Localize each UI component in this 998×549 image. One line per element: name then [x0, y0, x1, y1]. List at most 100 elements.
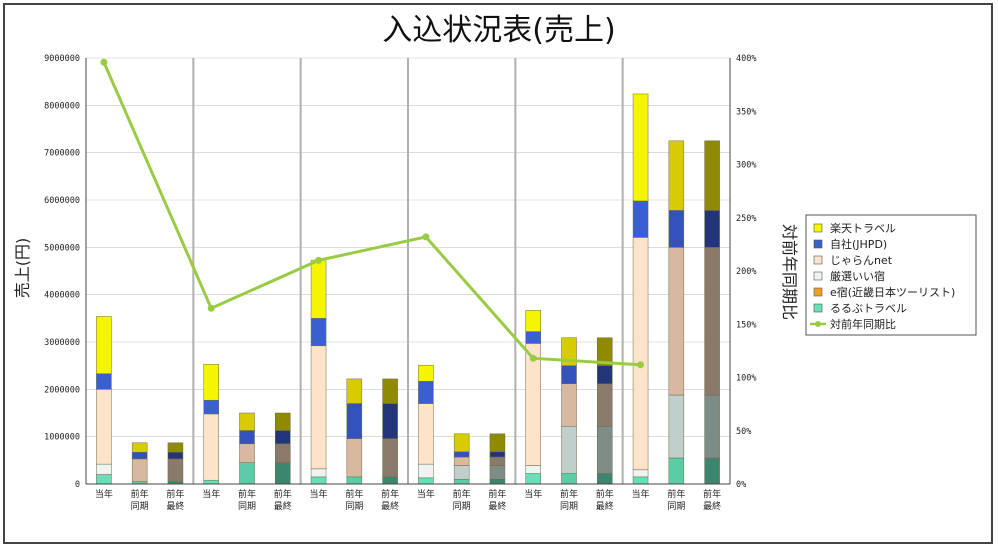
- bar-segment: [167, 458, 184, 482]
- bar-segment: [668, 210, 685, 248]
- category-label: 最終: [274, 500, 292, 512]
- category-label: 前年: [238, 488, 256, 500]
- bar-segment: [597, 365, 613, 384]
- y2-tick-label: 200%: [736, 267, 756, 277]
- legend-entry: 自社(JHPD): [830, 237, 887, 251]
- y-tick-label: 4000000: [44, 291, 80, 301]
- bar-segment: [203, 413, 219, 481]
- y-tick-label: 7000000: [44, 149, 80, 159]
- bar-segment: [704, 457, 720, 485]
- bar-segment: [704, 394, 720, 459]
- category-label: 同期: [667, 501, 685, 512]
- category-label: 当年: [202, 488, 220, 500]
- bar-segment: [203, 399, 219, 415]
- bar-segment: [239, 462, 255, 485]
- legend-entry: 対前年同期比: [830, 317, 896, 331]
- legend-swatch: [813, 303, 823, 313]
- axes: [85, 58, 731, 485]
- bar-segment: [453, 451, 470, 458]
- y-tick-label: 6000000: [44, 196, 80, 206]
- bar-segment: [310, 318, 327, 347]
- bar-segment: [310, 259, 327, 319]
- y2-tick-label: 50%: [736, 427, 751, 437]
- y2-tick-label: 350%: [736, 107, 756, 117]
- category-label: 同期: [131, 501, 149, 512]
- bar-segment: [346, 403, 363, 439]
- category-label: 前年: [345, 488, 363, 500]
- bar-segment: [239, 443, 255, 463]
- category-label: 当年: [310, 488, 328, 500]
- ratio-point: [100, 58, 108, 66]
- bar-segment: [382, 438, 398, 478]
- bar-segment: [310, 345, 327, 470]
- bar-segment: [346, 476, 363, 485]
- bar-segment: [239, 412, 255, 431]
- bar-segment: [310, 476, 327, 485]
- bar-segment: [632, 476, 649, 485]
- bar-segment: [131, 452, 148, 460]
- bar-segment: [275, 443, 291, 463]
- category-label: 前年: [166, 488, 184, 500]
- category-label: 前年: [596, 488, 614, 500]
- legend-entry: 楽天トラベル: [830, 222, 896, 235]
- bar-segment: [668, 457, 685, 485]
- legend-swatch: [813, 239, 823, 249]
- bar-segment: [704, 210, 720, 248]
- legend-entry: 厳選いい宿: [830, 269, 885, 283]
- bar-segment: [346, 378, 363, 404]
- category-label: 当年: [95, 488, 113, 500]
- category-label: 当年: [632, 488, 650, 500]
- bar-segment: [310, 468, 327, 478]
- bar-segment: [525, 465, 541, 474]
- bar-segment: [239, 430, 255, 445]
- bar-segment: [632, 200, 649, 238]
- bar-segment: [597, 426, 613, 474]
- category-label: 最終: [703, 500, 721, 512]
- category-label: 前年: [131, 488, 149, 500]
- category-label: 最終: [596, 500, 614, 512]
- bar-segment: [382, 476, 398, 485]
- category-label: 同期: [453, 501, 471, 512]
- legend-entry: e宿(近畿日本ツーリスト): [830, 285, 955, 299]
- bar-segment: [418, 463, 434, 479]
- bar-segment: [382, 403, 398, 439]
- bar-segment: [632, 93, 649, 202]
- bar-segment: [489, 465, 506, 480]
- legend-entry: るるぶトラベル: [830, 302, 907, 315]
- bar-segment: [131, 442, 148, 453]
- bar-segment: [561, 426, 577, 474]
- category-label: 最終: [166, 500, 184, 512]
- bar-segment: [597, 473, 613, 485]
- category-label: 前年: [381, 488, 399, 500]
- bar-segment: [453, 433, 470, 453]
- bar-segment: [203, 363, 219, 401]
- ratio-line: [100, 58, 645, 369]
- bar-segment: [597, 383, 613, 427]
- category-label: 当年: [524, 488, 542, 500]
- legend-swatch: [813, 223, 823, 233]
- bar-segment: [632, 469, 649, 478]
- y2-tick-label: 100%: [736, 374, 756, 384]
- category-label: 当年: [417, 488, 435, 500]
- category-label: 同期: [238, 501, 256, 512]
- category-label: 前年: [453, 488, 471, 500]
- y-tick-label: 5000000: [44, 243, 80, 253]
- bar-segment: [704, 140, 720, 211]
- y2-tick-label: 0%: [736, 480, 746, 490]
- category-label: 前年: [560, 488, 578, 500]
- y2-axis-label: 対前年同期比: [780, 224, 799, 320]
- legend-swatch: [813, 271, 823, 281]
- y-tick-label: 3000000: [44, 338, 80, 348]
- ratio-series-line: [102, 61, 641, 367]
- category-label: 同期: [560, 501, 578, 512]
- bar-segment: [525, 310, 541, 332]
- bar-segment: [418, 403, 434, 465]
- y-tick-label: 1000000: [44, 433, 80, 443]
- bar-segment: [346, 438, 363, 478]
- bar-segment: [704, 247, 720, 396]
- category-label: 前年: [703, 488, 721, 500]
- bar-segment: [668, 247, 685, 396]
- bar-segment: [561, 473, 577, 485]
- bar-segment: [418, 477, 434, 485]
- bar-segment: [597, 337, 613, 366]
